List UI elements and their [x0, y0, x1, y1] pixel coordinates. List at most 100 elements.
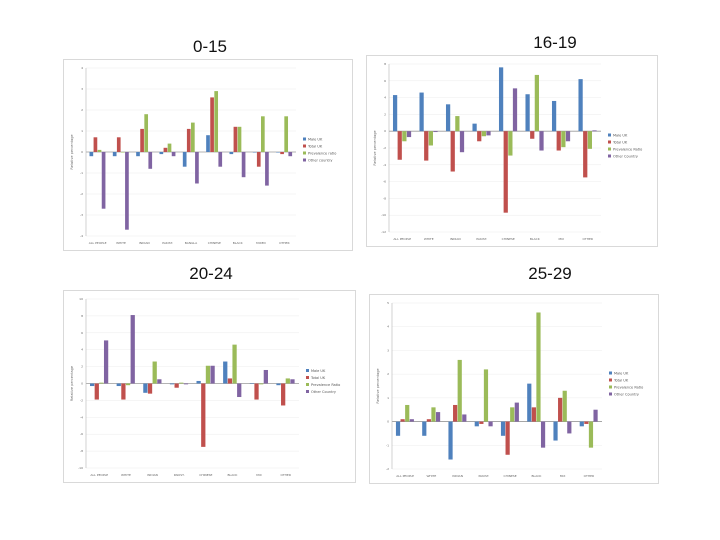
chart-svg-16-19: -12 -10 -8 -6 -4 -2 0 2 4 6 8 Relative percentage AL… [373, 62, 642, 241]
y-tick-label: -1 [80, 171, 83, 175]
y-tick-label: -4 [80, 415, 83, 419]
y-tick-label: 6 [81, 331, 83, 335]
bar [179, 382, 184, 384]
bar [94, 383, 99, 400]
bar [169, 383, 175, 385]
x-tick-label: CHINESE [504, 474, 517, 478]
y-tick-label: 2 [81, 108, 83, 112]
legend-label: Other country [308, 159, 332, 163]
bar [477, 131, 482, 142]
x-tick-label: WHITE [424, 237, 434, 241]
x-tick-label: INDIAN [147, 473, 158, 477]
bar [508, 131, 513, 156]
bar [579, 421, 584, 427]
y-tick-label: -12 [381, 230, 386, 234]
y-tick-label: 0 [81, 150, 83, 154]
bar [406, 131, 412, 138]
y-tick-label: 8 [81, 314, 83, 318]
x-tick-label: BLACK [530, 237, 541, 241]
legend-swatch [303, 151, 306, 155]
legend-label: Total UK [307, 145, 323, 149]
bar [578, 79, 583, 132]
bar [457, 359, 462, 422]
x-tick-label: BANGLA [185, 241, 198, 245]
bar [89, 152, 94, 157]
bar [233, 126, 238, 152]
bar [265, 152, 269, 186]
bar [147, 383, 153, 394]
x-tick-label: BLACK [228, 473, 239, 477]
legend-swatch [608, 154, 611, 158]
y-tick-label: 0 [384, 129, 386, 133]
x-tick-label: MIX [558, 237, 564, 241]
x-tick-label: BLACK [531, 474, 542, 478]
legend-label: Total UK [613, 379, 629, 383]
bar [196, 380, 201, 384]
x-tick-label: CHINESE [208, 241, 221, 245]
x-tick-label: CHINESE [199, 473, 212, 477]
legend-label: Male UK [311, 369, 326, 373]
bar [405, 404, 410, 422]
bar [474, 421, 479, 427]
y-axis-title: Relative percentage [70, 134, 74, 169]
x-tick-label: OTHER [279, 241, 289, 245]
bar [252, 152, 257, 153]
bar [290, 379, 295, 384]
bar [483, 369, 489, 422]
bar [99, 382, 104, 384]
bar [125, 152, 129, 230]
legend-swatch [609, 385, 612, 389]
bar [450, 131, 455, 172]
bar [93, 137, 98, 152]
bar [534, 74, 539, 132]
y-tick-label: -6 [383, 180, 386, 184]
bar [210, 97, 214, 152]
x-tick-label: ALL PEOPLE [89, 241, 107, 245]
bar [426, 419, 431, 422]
bar [558, 397, 563, 422]
bar [206, 135, 210, 152]
y-tick-label: -2 [386, 467, 389, 471]
bar [435, 412, 441, 422]
bar [584, 421, 589, 424]
bar [288, 152, 293, 157]
bar [241, 152, 246, 178]
legend-label: Other Country [614, 393, 639, 397]
y-axis-title: Relative percentage [373, 130, 377, 165]
bar [218, 152, 223, 167]
y-tick-label: 2 [81, 365, 83, 369]
x-tick-label: MIXED [256, 241, 266, 245]
bar [229, 152, 234, 155]
bar [280, 152, 284, 155]
y-tick-label: 0 [81, 382, 83, 386]
bar [121, 383, 126, 400]
bar [232, 344, 237, 384]
x-tick-label: MIX [560, 474, 566, 478]
chart-svg-0-15: -4 -3 -2 -1 0 1 2 3 4 Relative percentage ALL PEOP… [70, 66, 336, 245]
chart-svg-25-29: -2 -1 0 1 2 3 4 5 Relative percentage ALL PEOPLE W… [376, 301, 643, 478]
legend-swatch [303, 137, 306, 141]
y-tick-label: 2 [387, 372, 389, 376]
y-tick-label: -10 [78, 466, 83, 470]
bar [159, 152, 164, 155]
bar [163, 147, 168, 152]
bar [261, 116, 265, 152]
legend-label: Male UK [308, 138, 323, 142]
bar [540, 421, 546, 448]
y-tick-label: 3 [387, 348, 389, 352]
y-tick-label: 4 [384, 96, 386, 100]
bar [89, 383, 95, 387]
bar [395, 421, 401, 436]
bar [112, 152, 117, 157]
bar [527, 383, 532, 422]
legend-label: Other Country [311, 390, 336, 394]
bar [256, 152, 261, 167]
bar [561, 131, 566, 148]
legend-swatch [306, 369, 309, 372]
chart-panel-16-19: -12 -10 -8 -6 -4 -2 0 2 4 6 8 Relative percentage AL… [366, 55, 658, 247]
x-tick-label: PAKIST. [174, 473, 185, 477]
bar [472, 123, 477, 132]
bar [116, 137, 121, 152]
chart-panel-25-29: -2 -1 0 1 2 3 4 5 Relative percentage ALL PEOPLE W… [369, 294, 659, 484]
y-tick-label: 2 [384, 112, 386, 116]
